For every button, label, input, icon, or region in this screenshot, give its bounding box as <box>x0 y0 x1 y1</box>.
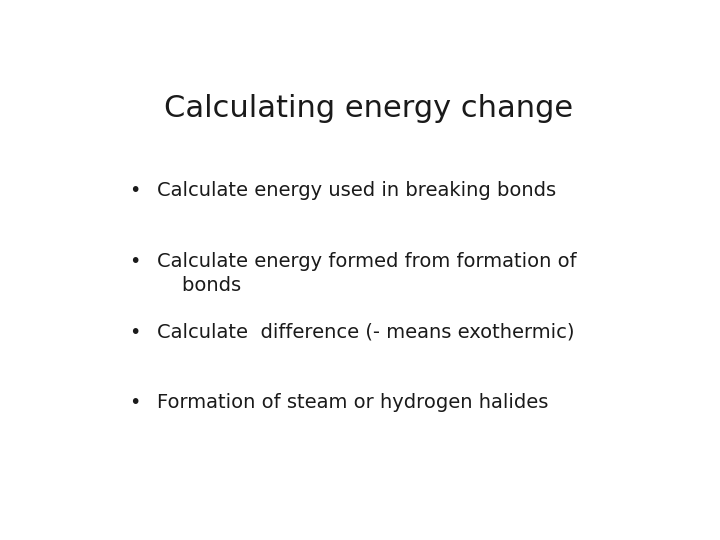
Text: •: • <box>129 252 140 271</box>
Text: Formation of steam or hydrogen halides: Formation of steam or hydrogen halides <box>157 393 549 412</box>
Text: Calculate energy formed from formation of
    bonds: Calculate energy formed from formation o… <box>157 252 577 295</box>
Text: Calculate  difference (- means exothermic): Calculate difference (- means exothermic… <box>157 322 575 342</box>
Text: Calculate energy used in breaking bonds: Calculate energy used in breaking bonds <box>157 181 556 200</box>
Text: •: • <box>129 393 140 412</box>
Text: Calculating energy change: Calculating energy change <box>164 94 574 123</box>
Text: •: • <box>129 322 140 342</box>
Text: •: • <box>129 181 140 200</box>
